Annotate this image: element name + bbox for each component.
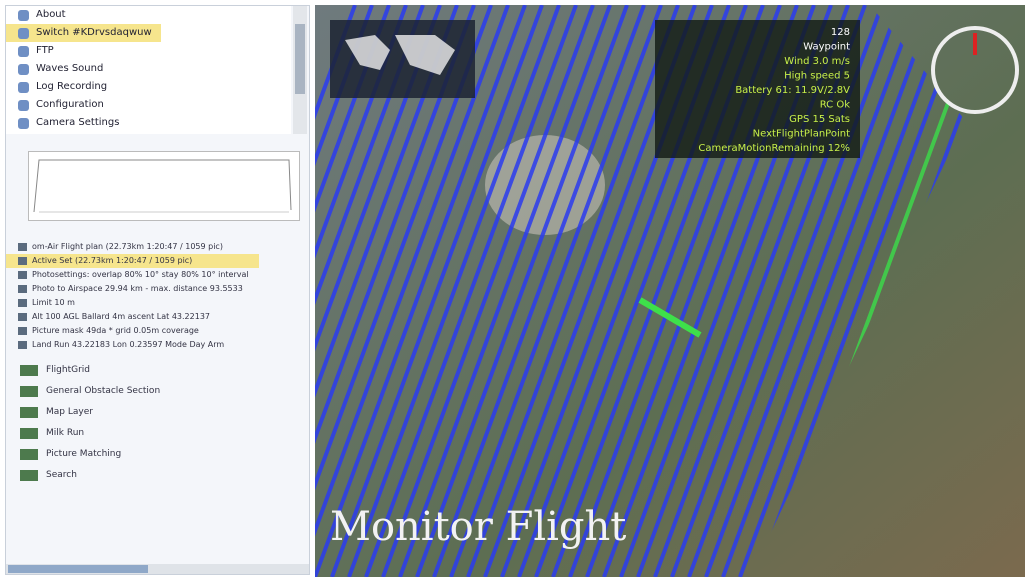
info-line: Wind 3.0 m/s bbox=[784, 56, 850, 67]
flight-line bbox=[381, 5, 595, 577]
world-map bbox=[330, 20, 475, 98]
menu-item[interactable]: Camera Settings bbox=[6, 114, 291, 132]
menu-item[interactable]: FTP bbox=[6, 42, 291, 60]
tree: om-Air Flight plan (22.73km 1:20:47 / 10… bbox=[6, 240, 309, 486]
flight-line bbox=[330, 5, 544, 577]
info-line: CameraMotionRemaining 12% bbox=[698, 143, 850, 154]
flight-line bbox=[347, 5, 561, 577]
flight-line bbox=[755, 5, 965, 577]
info-line: GPS 15 Sats bbox=[789, 114, 850, 125]
flight-line bbox=[315, 5, 493, 577]
scroll-thumb[interactable] bbox=[295, 24, 305, 94]
flight-line bbox=[704, 5, 918, 577]
flight-line bbox=[315, 5, 476, 577]
flight-line bbox=[721, 5, 935, 577]
tree-group[interactable]: Search bbox=[6, 465, 309, 486]
menu-item[interactable]: Log Recording bbox=[6, 78, 291, 96]
profile-chart bbox=[28, 151, 300, 221]
compass bbox=[931, 26, 1019, 114]
info-box bbox=[655, 20, 860, 158]
info-line: NextFlightPlanPoint bbox=[753, 129, 850, 140]
tree-group[interactable]: Map Layer bbox=[6, 402, 309, 423]
tree-item[interactable]: Picture mask 49da * grid 0.05m coverage bbox=[6, 324, 309, 338]
tree-item[interactable]: Photosettings: overlap 80% 10° stay 80% … bbox=[6, 268, 309, 282]
tree-item[interactable]: Alt 100 AGL Ballard 4m ascent Lat 43.221… bbox=[6, 310, 309, 324]
tree-item[interactable]: Photo to Airspace 29.94 km - max. distan… bbox=[6, 282, 309, 296]
flight-line bbox=[315, 5, 408, 577]
tree-item[interactable]: om-Air Flight plan (22.73km 1:20:47 / 10… bbox=[6, 240, 309, 254]
tree-group[interactable]: Milk Run bbox=[6, 423, 309, 444]
info-line: High speed 5 bbox=[784, 71, 850, 82]
flight-line bbox=[315, 5, 357, 577]
flight-line bbox=[738, 5, 952, 577]
flight-line bbox=[466, 5, 680, 577]
tree-group[interactable]: FlightGrid bbox=[6, 360, 309, 381]
h-scrollbar[interactable] bbox=[6, 564, 309, 574]
side-panel: About Switch #KDrvsdaqwuw FTP Waves Sound Lo… bbox=[5, 5, 310, 575]
tree-group[interactable]: General Obstacle Section bbox=[6, 381, 309, 402]
info-line: Waypoint bbox=[803, 42, 850, 53]
flight-line bbox=[315, 5, 459, 577]
overlay-title: Monitor Flight bbox=[330, 504, 626, 550]
map: 128 Waypoint Wind 3.0 m/s High speed 5 Batte… bbox=[315, 5, 1025, 577]
info-line: RC Ok bbox=[820, 100, 850, 111]
flight-line bbox=[398, 5, 612, 577]
flight-line bbox=[315, 5, 442, 577]
menu: About Switch #KDrvsdaqwuw FTP Waves Sound Lo… bbox=[6, 6, 291, 134]
menu-item[interactable]: About bbox=[6, 6, 291, 24]
menu-item[interactable]: Switch #KDrvsdaqwuw bbox=[6, 24, 161, 42]
info-line: Battery 61: 11.9V/2.8V bbox=[735, 85, 850, 96]
menu-item[interactable]: Waves Sound bbox=[6, 60, 291, 78]
flight-line bbox=[687, 5, 901, 577]
tree-item[interactable]: Land Run 43.22183 Lon 0.23597 Mode Day A… bbox=[6, 338, 309, 352]
flight-line bbox=[449, 5, 663, 577]
flight-line bbox=[432, 5, 646, 577]
info-line: 128 bbox=[831, 27, 850, 38]
flight-line bbox=[315, 5, 391, 577]
flight-line bbox=[415, 5, 629, 577]
flight-line bbox=[315, 5, 510, 577]
flight-line bbox=[315, 5, 374, 577]
tree-item[interactable]: Active Set (22.73km 1:20:47 / 1059 pic) bbox=[6, 254, 259, 268]
tree-group[interactable]: Picture Matching bbox=[6, 444, 309, 465]
flight-line bbox=[315, 5, 527, 577]
menu-item[interactable]: Configuration bbox=[6, 96, 291, 114]
tree-item[interactable]: Limit 10 m bbox=[6, 296, 309, 310]
flight-line bbox=[364, 5, 578, 577]
h-scroll-thumb[interactable] bbox=[8, 565, 148, 573]
flight-line bbox=[315, 5, 425, 577]
